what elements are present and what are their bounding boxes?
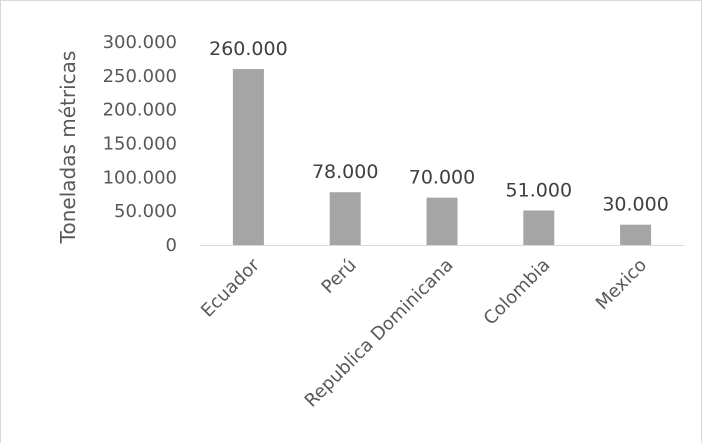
bar xyxy=(329,192,361,245)
y-tick-labels: 0 50.000 100.000 150.000 200.000 250.000 300.0… xyxy=(103,32,177,256)
x-tick-label: Ecuador xyxy=(197,254,264,321)
x-tick-label: Mexico xyxy=(592,255,651,314)
data-label: 51.000 xyxy=(506,179,572,201)
bars xyxy=(232,69,652,245)
y-tick-label: 50.000 xyxy=(114,201,177,222)
y-tick-label: 200.000 xyxy=(103,100,177,121)
y-tick-label: 300.000 xyxy=(103,32,177,53)
data-label: 30.000 xyxy=(602,194,668,216)
bar xyxy=(620,224,652,245)
y-tick-label: 150.000 xyxy=(103,134,177,155)
y-axis-label: Toneladas métricas xyxy=(56,51,80,245)
bar xyxy=(523,210,555,245)
data-label: 78.000 xyxy=(312,161,378,183)
y-tick-label: 100.000 xyxy=(103,167,177,188)
x-tick-label: Perú xyxy=(318,255,361,298)
data-labels: 260.000 78.000 70.000 51.000 30.000 xyxy=(209,38,669,216)
data-label: 70.000 xyxy=(409,167,475,189)
x-tick-label: Colombia xyxy=(480,255,555,330)
y-tick-label: 250.000 xyxy=(103,66,177,87)
bar xyxy=(426,197,458,245)
y-tick-label: 0 xyxy=(166,235,177,256)
bar xyxy=(232,69,264,245)
data-label: 260.000 xyxy=(209,38,288,60)
